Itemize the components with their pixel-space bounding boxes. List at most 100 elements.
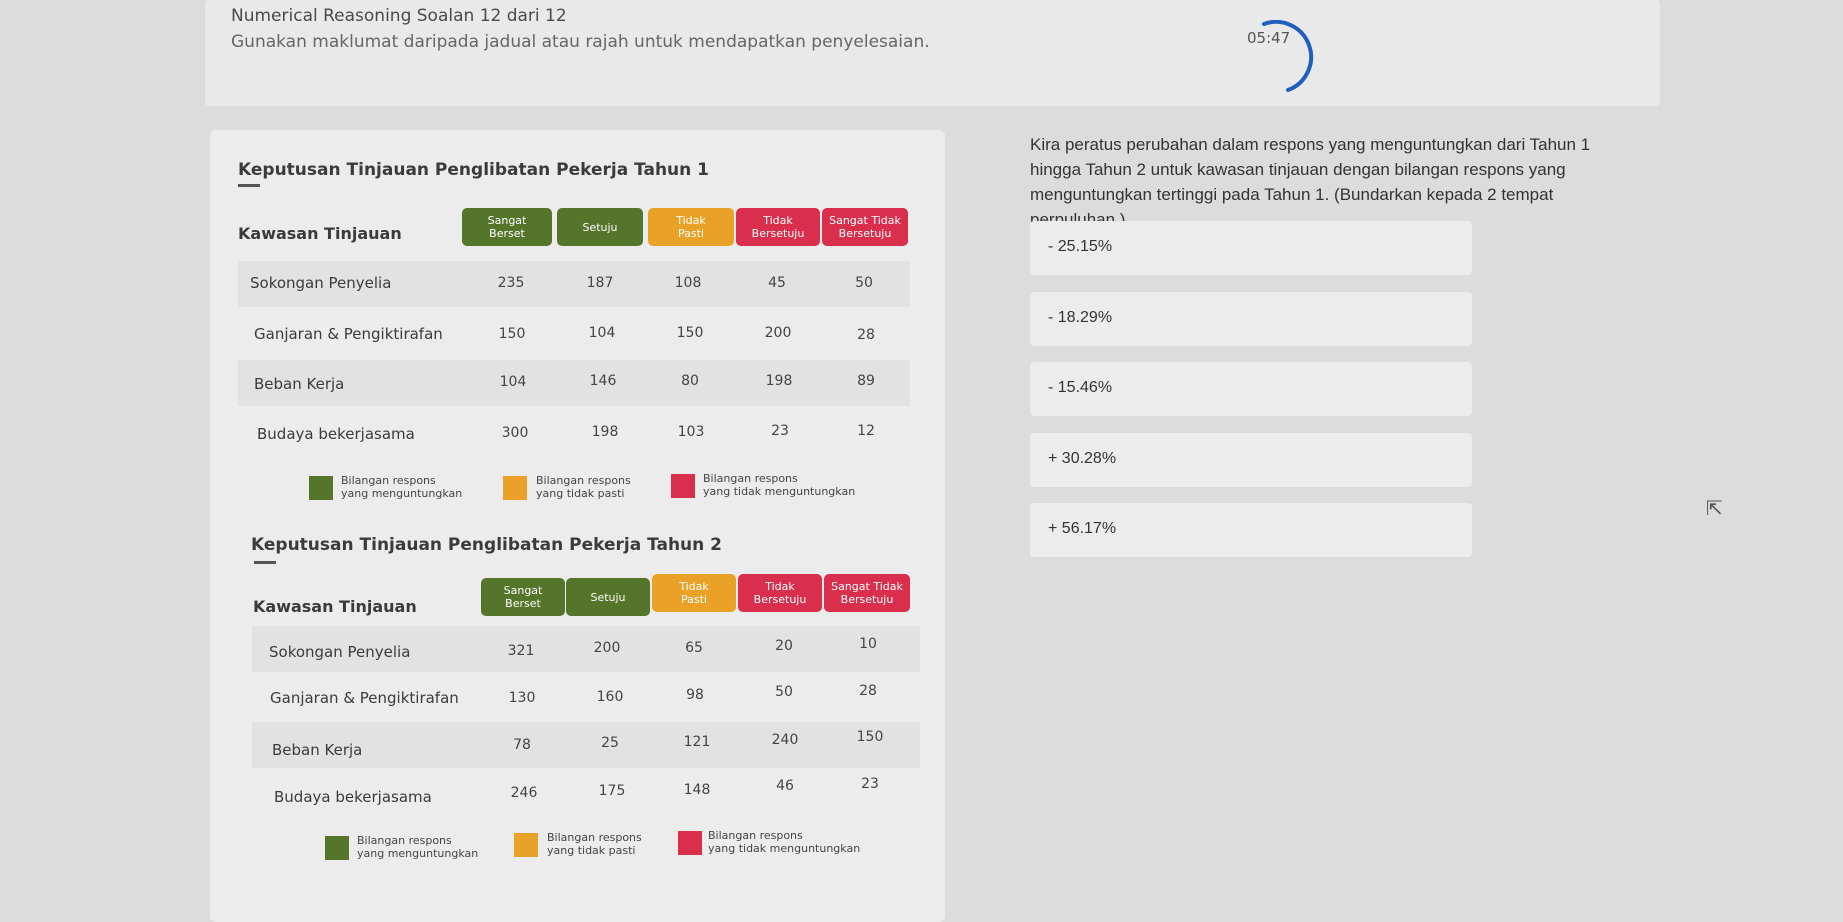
answer-option-label: - 15.46%: [1048, 379, 1113, 396]
table-cell: 187: [586, 275, 614, 291]
legend-item: Bilangan respons yang tidak pasti: [547, 831, 642, 857]
table-cell: 78: [513, 737, 531, 753]
table-cell: 25: [601, 735, 619, 751]
table-cell: 20: [775, 638, 793, 654]
table1-col-setuju: Setuju: [557, 208, 643, 246]
question-counter: Numerical Reasoning Soalan 12 dari 12: [231, 6, 567, 26]
table2-title-underline: [254, 561, 276, 564]
legend-swatch-yellow: [503, 476, 527, 500]
table1-row-label: Budaya bekerjasama: [257, 425, 415, 443]
table2-row-label: Sokongan Penyelia: [269, 643, 411, 661]
table-cell: 240: [771, 732, 799, 748]
legend-item: Bilangan respons yang tidak menguntungkan: [703, 472, 856, 498]
table2-col-tidak-pasti: Tidak Pasti: [652, 574, 736, 612]
table1-title-underline: [238, 184, 260, 187]
answer-option-3[interactable]: - 15.46%: [1030, 362, 1472, 416]
table-cell: 150: [676, 325, 704, 341]
table-row: [238, 410, 910, 456]
table-cell: 23: [771, 423, 789, 439]
table-cell: 300: [501, 425, 529, 441]
table2-head-label: Kawasan Tinjauan: [253, 597, 417, 616]
table2-col-sangat-setuju: Sangat Berset: [481, 578, 565, 616]
table1-row-label: Sokongan Penyelia: [250, 274, 392, 292]
table-cell: 121: [683, 734, 711, 750]
table1-row-label: Ganjaran & Pengiktirafan: [254, 325, 443, 343]
table-cell: 200: [593, 640, 621, 656]
table-cell: 175: [598, 783, 626, 799]
table-cell: 321: [507, 643, 535, 659]
answer-option-label: - 25.15%: [1048, 238, 1113, 255]
timer-value: 05:47: [1247, 29, 1291, 47]
table-cell: 23: [861, 776, 879, 792]
table-cell: 65: [685, 640, 703, 656]
table1-title: Keputusan Tinjauan Penglibatan Pekerja T…: [238, 160, 710, 180]
table1-col-tidak-bersetuju: Tidak Bersetuju: [736, 208, 820, 246]
table-cell: 103: [677, 424, 705, 440]
table-cell: 104: [588, 325, 616, 341]
table1-head-label: Kawasan Tinjauan: [238, 224, 402, 243]
legend-item: Bilangan respons yang tidak menguntungkan: [708, 829, 861, 855]
table-cell: 246: [510, 785, 538, 801]
answer-option-label: + 56.17%: [1048, 520, 1117, 537]
question-text: Kira peratus perubahan dalam respons yan…: [1030, 135, 1591, 229]
legend-swatch-red: [671, 474, 695, 498]
legend-item: Bilangan respons yang menguntungkan: [341, 474, 463, 500]
question-header: Numerical Reasoning Soalan 12 dari 12 Gu…: [205, 0, 1660, 106]
table-cell: 46: [776, 778, 794, 794]
answer-option-label: + 30.28%: [1048, 450, 1117, 467]
table1-col-sangat-setuju: Sangat Berset: [462, 208, 552, 246]
table-cell: 45: [768, 275, 786, 291]
table-cell: 50: [775, 684, 793, 700]
legend-item: Bilangan respons yang menguntungkan: [357, 834, 479, 860]
table-row: [238, 261, 910, 307]
legend-swatch-red: [678, 831, 702, 855]
table-cell: 150: [498, 326, 526, 342]
table-row: [252, 626, 920, 672]
timer-ring-icon: [1262, 20, 1314, 92]
table2-title: Keputusan Tinjauan Penglibatan Pekerja T…: [251, 535, 723, 555]
answer-option-5[interactable]: + 56.17%: [1030, 503, 1472, 557]
table-cell: 28: [859, 683, 877, 699]
table-cell: 150: [856, 729, 884, 745]
table-cell: 104: [499, 374, 527, 390]
table2-col-setuju: Setuju: [566, 578, 650, 616]
table-row: [252, 674, 920, 720]
table-cell: 108: [674, 275, 702, 291]
table-cell: 28: [857, 327, 875, 343]
table-row: [252, 722, 920, 768]
table-cell: 200: [764, 325, 792, 341]
answer-option-label: - 18.29%: [1048, 309, 1113, 326]
table-cell: 198: [591, 424, 619, 440]
table-cell: 146: [589, 373, 617, 389]
answer-option-4[interactable]: + 30.28%: [1030, 433, 1472, 487]
table-cell: 89: [857, 373, 875, 389]
table-cell: 98: [686, 687, 704, 703]
legend-swatch-green: [309, 476, 333, 500]
mouse-pointer-icon: ⇱: [1706, 496, 1723, 520]
table-cell: 50: [855, 275, 873, 291]
table-cell: 160: [596, 689, 624, 705]
table-cell: 12: [857, 423, 875, 439]
table1-row-label: Beban Kerja: [254, 375, 345, 393]
answer-option-2[interactable]: - 18.29%: [1030, 292, 1472, 346]
table1-col-tidak-pasti: Tidak Pasti: [648, 208, 734, 246]
table-cell: 198: [765, 373, 793, 389]
table-cell: 148: [683, 782, 711, 798]
table2-col-sangat-tidak-bersetuju: Sangat Tidak Bersetuju: [824, 574, 910, 612]
table2-row-label: Ganjaran & Pengiktirafan: [270, 689, 459, 707]
table-cell: 235: [497, 275, 525, 291]
table-cell: 130: [508, 690, 536, 706]
legend-item: Bilangan respons yang tidak pasti: [536, 474, 631, 500]
table-row: [252, 770, 920, 816]
table1-col-sangat-tidak-bersetuju: Sangat Tidak Bersetuju: [822, 208, 908, 246]
table-row: [238, 360, 910, 406]
table2-row-label: Beban Kerja: [272, 741, 363, 759]
table-cell: 80: [681, 373, 699, 389]
table2-row-label: Budaya bekerjasama: [274, 788, 432, 806]
table-row: [238, 311, 910, 357]
table2-col-tidak-bersetuju: Tidak Bersetuju: [738, 574, 822, 612]
legend-swatch-green: [325, 836, 349, 860]
question-instruction: Gunakan maklumat daripada jadual atau ra…: [231, 32, 930, 52]
answer-option-1[interactable]: - 25.15%: [1030, 221, 1472, 275]
legend-swatch-yellow: [514, 833, 538, 857]
